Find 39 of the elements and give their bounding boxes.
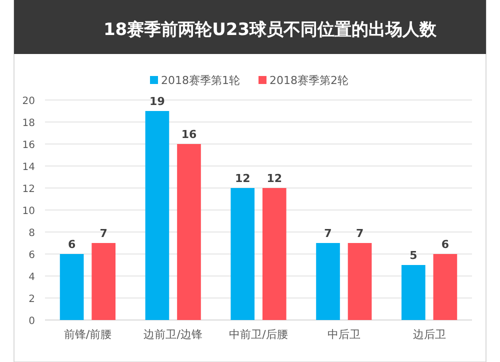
bar [145,111,170,320]
x-tick-label: 边后卫 [412,328,446,341]
bar [230,188,255,320]
y-tick-label: 12 [22,184,35,195]
data-label: 7 [100,227,108,240]
data-label: 6 [441,238,450,251]
y-tick-label: 20 [22,96,35,107]
x-tick-label: 中前卫/后腰 [229,328,288,341]
bar [60,254,84,320]
data-label: 16 [181,128,197,141]
bar [433,254,458,320]
x-tick-label: 边前卫/边锋 [144,328,202,341]
bar [348,243,372,320]
bar [177,144,201,320]
y-tick-label: 0 [28,316,35,327]
legend-label: 2018赛季第2轮 [270,74,348,87]
bar [401,265,426,320]
y-tick-label: 10 [22,206,35,217]
data-label: 5 [410,249,418,262]
chart-title: 18赛季前两轮U23球员不同位置的出场人数 [103,20,438,40]
y-tick-label: 18 [22,118,35,129]
y-tick-label: 4 [28,272,35,283]
y-tick-label: 2 [28,294,35,305]
legend-label: 2018赛季第1轮 [161,74,240,87]
y-tick-label: 6 [28,250,35,261]
x-tick-label: 前锋/前腰 [64,328,112,341]
data-label: 7 [324,227,332,240]
bar [262,188,286,320]
data-label: 12 [234,172,250,185]
bar [316,243,340,320]
y-tick-label: 16 [22,140,35,151]
data-label: 7 [356,227,364,240]
x-tick-label: 中后卫 [327,328,360,341]
data-label: 19 [150,95,165,108]
bar [92,243,116,320]
data-label: 6 [68,238,76,251]
y-tick-label: 14 [22,162,35,173]
y-tick-label: 8 [28,228,35,239]
data-label: 12 [266,172,282,185]
